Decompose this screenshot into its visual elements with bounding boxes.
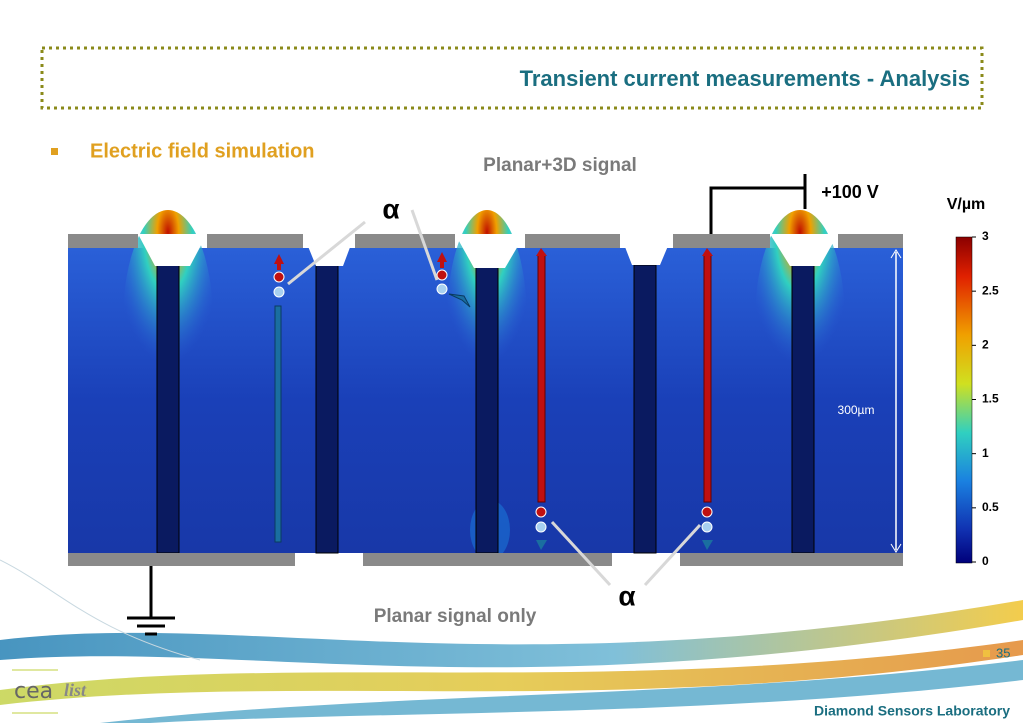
colorbar-label: 0 [982, 554, 989, 568]
bias-label: +100 V [821, 182, 879, 202]
colorbar [955, 236, 973, 564]
colorbar-label: 1.5 [982, 392, 999, 406]
logo-cea: cea [14, 679, 53, 704]
colorbar-label: 3 [982, 229, 989, 243]
colorbar-label: 2.5 [982, 283, 999, 297]
ground [127, 566, 175, 636]
thickness-label: 300µm [838, 403, 875, 417]
bottom-label: Planar signal only [374, 606, 537, 627]
colorbar-label: 0.5 [982, 500, 999, 514]
page-number: 35 [996, 645, 1010, 660]
bullet: Electric field simulation [90, 140, 315, 162]
colorbar-label: 1 [982, 446, 989, 460]
colorbar-unit: V/µm [947, 196, 986, 213]
title: Transient current measurements - Analysi… [520, 66, 970, 91]
bias-wire [709, 174, 807, 234]
page-mark [983, 650, 990, 657]
colorbar-label: 2 [982, 338, 989, 352]
top-label: Planar+3D signal [483, 155, 637, 176]
lab-name: Diamond Sensors Laboratory [814, 703, 1010, 719]
bullet-mark [51, 148, 58, 155]
title-box [40, 46, 984, 110]
simulation [68, 209, 903, 587]
footer-swooshes [0, 559, 1023, 723]
alpha-label: α [382, 193, 399, 224]
alpha-label: α [618, 580, 635, 611]
logo-list: list [64, 680, 87, 700]
